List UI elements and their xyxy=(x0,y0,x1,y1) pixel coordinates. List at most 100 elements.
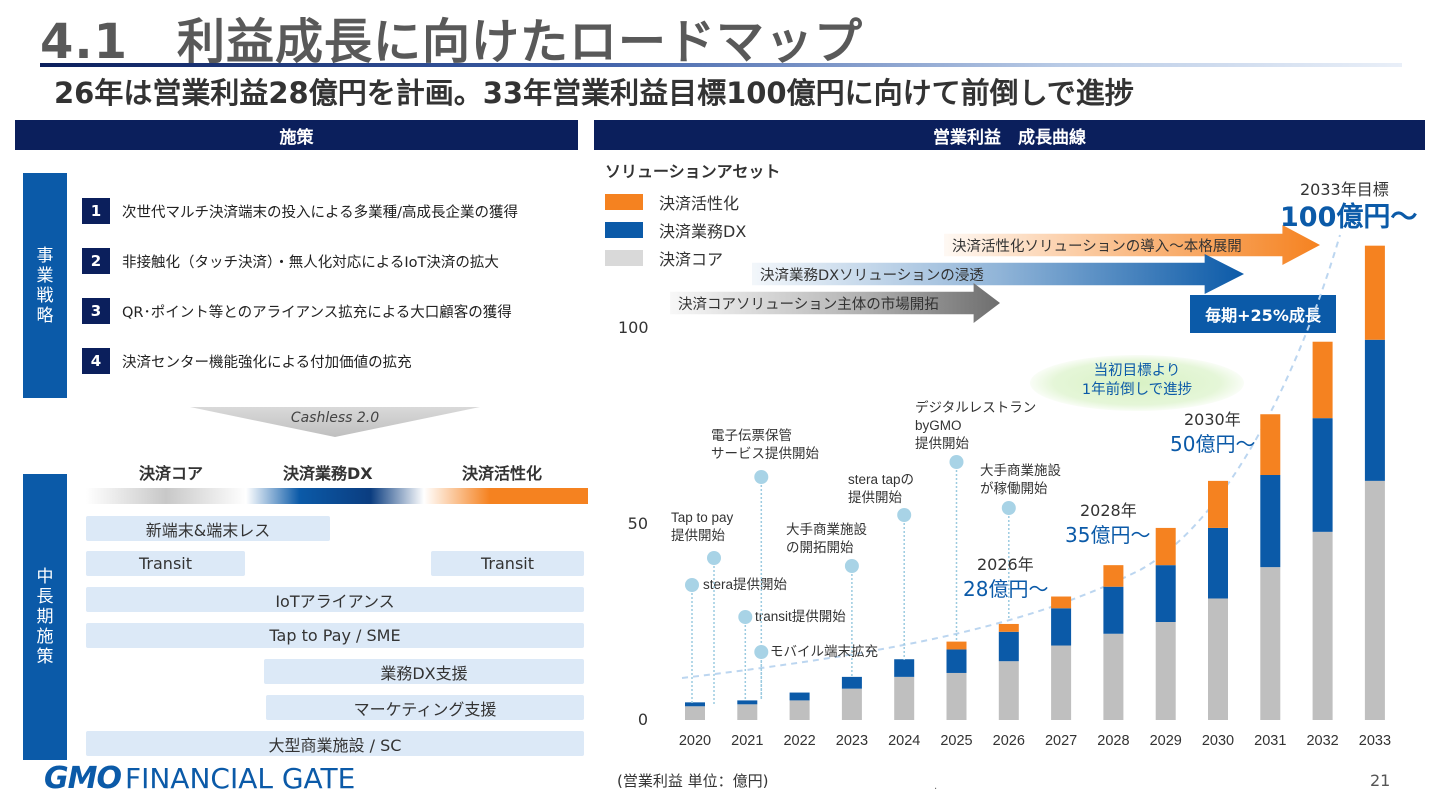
bar-segment-dx-2022 xyxy=(789,692,810,701)
event-dot xyxy=(1001,501,1016,515)
event-dot xyxy=(685,578,699,592)
category-core: 決済コア xyxy=(139,464,204,483)
bar-segment-activation-2027 xyxy=(1051,596,1072,609)
bar-segment-core-2027 xyxy=(1051,645,1072,720)
event-dot xyxy=(844,559,859,573)
bar-segment-activation-2028 xyxy=(1103,565,1124,587)
bar-segment-dx-2021 xyxy=(737,700,758,705)
event-label: 提供開始 xyxy=(915,436,969,451)
bar-segment-dx-2023 xyxy=(841,676,862,689)
page-number: 21 xyxy=(1370,771,1391,790)
operating-profit-chart: 2020 2021 2022 2023 2024 2025 2026 2027 2028 2029… xyxy=(671,234,1391,749)
event-label: 電子伝票保管 xyxy=(711,428,792,443)
initiatives-header: 施策 xyxy=(15,120,578,150)
event-label: transit提供開始 xyxy=(755,609,846,624)
x-tick-label: 2020 xyxy=(679,733,711,749)
milestone-2030-year: 2030年 xyxy=(1184,410,1241,429)
strategy-number: 3 xyxy=(82,298,110,324)
event-label: byGMO xyxy=(915,418,962,433)
legend-title: ソリューションアセット xyxy=(605,162,781,181)
bar-segment-dx-2027 xyxy=(1051,608,1072,646)
bar-segment-activation-2030 xyxy=(1208,480,1228,528)
category-activation-bar xyxy=(424,488,588,504)
x-tick-label: 2033 xyxy=(1359,733,1391,749)
bar-segment-core-2024 xyxy=(894,676,915,720)
milestone-2030-value: 50億円～ xyxy=(1170,432,1256,456)
bar-segment-dx-2031 xyxy=(1260,475,1281,568)
legend-item-core: 決済コア xyxy=(605,246,723,270)
category-core-bar xyxy=(86,488,246,504)
event-dot xyxy=(754,645,769,659)
event-dot xyxy=(738,610,753,624)
bar-segment-core-2021 xyxy=(737,704,758,720)
x-tick-label: 2030 xyxy=(1202,733,1234,749)
x-tick-label: 2029 xyxy=(1150,733,1182,749)
category-dx-bar xyxy=(246,488,424,504)
legend-item-dx: 決済業務DX xyxy=(605,218,746,242)
bar-segment-dx-2030 xyxy=(1208,527,1228,599)
legend-label: 決済業務DX xyxy=(659,222,747,241)
initiative-tap-to-pay: Tap to Pay / SME xyxy=(86,623,584,648)
strategy-item-3: 3 QR･ポイント等とのアライアンス拡充による大口顧客の獲得 xyxy=(82,298,512,324)
strategy-item-2: 2 非接触化（タッチ決済）・無人化対応によるIoT決済の拡大 xyxy=(82,248,499,274)
cashless-label: Cashless 2.0 xyxy=(290,410,380,426)
bar-segment-activation-2029 xyxy=(1155,527,1176,566)
early-progress-note: 当初目標より 1年前倒しで進捗 xyxy=(1081,363,1193,398)
strategy-number: 2 xyxy=(82,248,110,274)
bar-segment-core-2030 xyxy=(1208,598,1228,720)
bar-segment-dx-2020 xyxy=(685,702,705,707)
bar-segment-dx-2026 xyxy=(998,631,1019,662)
x-tick-label: 2032 xyxy=(1306,733,1338,749)
bar-segment-activation-2025 xyxy=(946,641,967,650)
x-tick-label: 2024 xyxy=(888,733,920,749)
bar-segment-core-2026 xyxy=(998,661,1019,720)
event-label: stera tapの xyxy=(848,472,914,487)
event-label: stera提供開始 xyxy=(703,577,788,592)
event-label: 提供開始 xyxy=(671,528,725,543)
strategy-text: QR･ポイント等とのアライアンス拡充による大口顧客の獲得 xyxy=(122,304,512,321)
legend-label: 決済活性化 xyxy=(659,194,740,213)
strategy-number: 4 xyxy=(82,348,110,374)
ytick-50: 50 xyxy=(627,514,648,533)
initiative-new-terminal: 新端末&端末レス xyxy=(86,516,330,541)
milestone-2028-year: 2028年 xyxy=(1080,501,1137,520)
company-logo: GMO FINANCIAL GATE xyxy=(44,761,356,796)
bar-segment-core-2032 xyxy=(1312,531,1333,720)
event-dot xyxy=(897,508,912,522)
bar-segment-core-2022 xyxy=(789,700,810,720)
bar-segment-dx-2029 xyxy=(1155,565,1176,622)
x-tick-label: 2031 xyxy=(1254,733,1286,749)
page-title: 4.1 利益成長に向けたロードマップ xyxy=(40,14,864,70)
bar-segment-core-2033 xyxy=(1364,480,1385,720)
strategy-text: 決済センター機能強化による付加価値の拡充 xyxy=(122,354,412,371)
strategy-side-label: 事業戦略 xyxy=(23,173,67,398)
event-dot xyxy=(754,470,769,484)
bar-segment-dx-2033 xyxy=(1364,339,1385,481)
x-tick-label: 2025 xyxy=(940,733,972,749)
strategy-number: 1 xyxy=(82,198,110,224)
early-progress-glow xyxy=(1030,355,1244,411)
initiative-large-mall: 大型商業施設 / SC xyxy=(86,731,584,756)
bar-segment-activation-2033 xyxy=(1364,245,1385,340)
bar-segment-dx-2028 xyxy=(1103,586,1124,634)
initiative-iot-alliance: IoTアライアンス xyxy=(86,587,584,612)
bar-segment-activation-2032 xyxy=(1312,341,1333,419)
bar-segment-core-2025 xyxy=(946,672,967,720)
midterm-side-label: 中長期施策 xyxy=(23,474,67,760)
bar-segment-activation-2026 xyxy=(998,623,1019,632)
chart-unit-note: (営業利益 単位：億円) xyxy=(617,772,769,790)
category-dx: 決済業務DX xyxy=(283,464,373,483)
milestone-2026-year: 2026年 xyxy=(977,555,1034,574)
target-value-label: 100億円～ xyxy=(1280,202,1418,233)
page-subtitle: 26年は営業利益28億円を計画。33年営業利益目標100億円に向けて前倒しで進捗 xyxy=(54,76,1134,110)
strategy-text: 非接触化（タッチ決済）・無人化対応によるIoT決済の拡大 xyxy=(122,254,499,271)
bar-segment-core-2028 xyxy=(1103,633,1124,720)
bar-segment-core-2029 xyxy=(1155,622,1176,720)
milestone-2028-value: 35億円～ xyxy=(1065,523,1151,547)
target-year-label: 2033年目標 xyxy=(1300,180,1389,199)
legend-label: 決済コア xyxy=(659,250,724,269)
bar-segment-core-2031 xyxy=(1260,567,1281,720)
ytick-0: 0 xyxy=(637,710,648,729)
x-tick-label: 2028 xyxy=(1097,733,1129,749)
event-label: モバイル端末拡充 xyxy=(770,644,878,659)
